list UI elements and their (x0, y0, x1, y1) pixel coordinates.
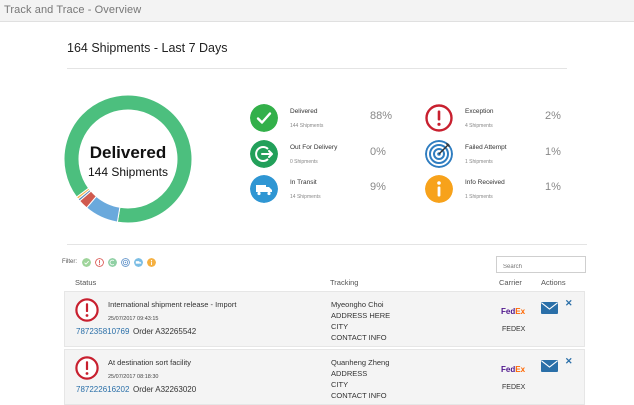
stat-count: 4 Shipments (465, 123, 493, 129)
fedex-logo: FedEx (501, 307, 526, 316)
recipient-name: Quanheng Zheng (331, 358, 390, 367)
address-city: CITY (331, 380, 349, 389)
window-title: Track and Trace - Overview (4, 4, 142, 16)
divider (67, 68, 567, 69)
stat-count: 1 Shipments (465, 159, 493, 165)
shipment-status: International shipment release - Import (108, 300, 237, 309)
stat-delivered[interactable]: Delivered 144 Shipments 88% (250, 104, 410, 136)
mail-icon[interactable] (541, 302, 558, 314)
recipient-address: Quanheng Zheng ADDRESS CITY CONTACT INFO (331, 357, 389, 401)
stat-out-for-delivery[interactable]: Out For Delivery 0 Shipments 0% (250, 140, 410, 172)
column-header-carrier[interactable]: Carrier (499, 278, 522, 287)
truck-icon (250, 175, 278, 203)
address-city: CITY (331, 322, 349, 331)
search-input[interactable] (496, 256, 586, 273)
stat-name: In Transit (290, 179, 317, 186)
status-donut-chart (64, 95, 192, 223)
stat-count: 14 Shipments (290, 194, 321, 200)
order-number: Order A32265542 (133, 327, 197, 336)
out-for-delivery-icon (250, 140, 278, 168)
info-icon (425, 175, 453, 203)
table-row[interactable]: At destination sort facility 25/07/2017 … (64, 349, 585, 405)
status-timestamp: 25/07/2017 08:18:30 (108, 374, 159, 380)
stat-count: 0 Shipments (290, 159, 318, 165)
column-header-actions: Actions (541, 278, 566, 287)
stat-percent: 2% (545, 110, 561, 122)
fedex-logo: FedEx (501, 365, 526, 374)
filter-delivered-icon[interactable] (82, 258, 91, 267)
donut-slice-info-received[interactable] (75, 187, 91, 200)
shipment-status: At destination sort facility (108, 358, 191, 367)
donut-slice-delivered[interactable] (64, 95, 192, 223)
stat-info-received[interactable]: Info Received 1 Shipments 1% (425, 175, 585, 207)
window-titlebar: Track and Trace - Overview (0, 0, 634, 22)
order-number: Order A32263020 (133, 385, 197, 394)
filter-exception-icon[interactable] (95, 258, 104, 267)
carrier-name: FEDEX (502, 384, 526, 391)
filter-failed-attempt-icon[interactable] (121, 258, 130, 267)
filter-info-received-icon[interactable] (147, 258, 156, 267)
stat-percent: 9% (370, 181, 386, 193)
stat-percent: 0% (370, 146, 386, 158)
stat-percent: 1% (545, 181, 561, 193)
filter-out-for-delivery-icon[interactable] (108, 258, 117, 267)
address-contact: CONTACT INFO (331, 333, 387, 342)
stat-exception[interactable]: Exception 4 Shipments 2% (425, 104, 585, 136)
exclamation-icon (75, 298, 99, 322)
stat-percent: 88% (370, 110, 393, 122)
column-header-status[interactable]: Status (75, 278, 97, 287)
exclamation-icon (75, 356, 99, 380)
target-icon (425, 140, 453, 168)
divider (67, 244, 587, 245)
recipient-address: Myeongho Choi ADDRESS HERE CITY CONTACT … (331, 299, 390, 343)
tracking-number-link[interactable]: 787235810769 (76, 327, 130, 336)
stat-name: Failed Attempt (465, 144, 507, 151)
status-timestamp: 25/07/2017 09:43:15 (108, 316, 159, 322)
tracking-number-link[interactable]: 787222616202 (76, 385, 130, 394)
exclamation-icon (425, 104, 453, 132)
close-icon[interactable]: ✕ (565, 298, 573, 308)
stat-name: Exception (465, 108, 494, 115)
recipient-name: Myeongho Choi (331, 300, 384, 309)
stat-count: 1 Shipments (465, 194, 493, 200)
donut-label-count: 144 Shipments (87, 165, 169, 179)
stat-name: Out For Delivery (290, 144, 338, 151)
donut-label-title: Delivered (89, 143, 167, 162)
donut-center-label: Delivered 144 Shipments (64, 95, 192, 223)
stat-in-transit[interactable]: In Transit 14 Shipments 9% (250, 175, 410, 207)
page-title: 164 Shipments - Last 7 Days (67, 41, 228, 55)
carrier-name: FEDEX (502, 326, 526, 333)
check-icon (250, 104, 278, 132)
filter-label: Filter: (62, 259, 77, 265)
filter-in-transit-icon[interactable] (134, 258, 143, 267)
stat-count: 144 Shipments (290, 123, 324, 129)
close-icon[interactable]: ✕ (565, 356, 573, 366)
stat-percent: 1% (545, 146, 561, 158)
table-row[interactable]: International shipment release - Import … (64, 291, 585, 347)
stat-failed-attempt[interactable]: Failed Attempt 1 Shipments 1% (425, 140, 585, 172)
column-header-tracking[interactable]: Tracking (330, 278, 359, 287)
address-line: ADDRESS HERE (331, 311, 391, 320)
stat-name: Delivered (290, 108, 318, 115)
address-contact: CONTACT INFO (331, 391, 387, 400)
address-line: ADDRESS (331, 369, 368, 378)
mail-icon[interactable] (541, 360, 558, 372)
stat-name: Info Received (465, 179, 505, 186)
